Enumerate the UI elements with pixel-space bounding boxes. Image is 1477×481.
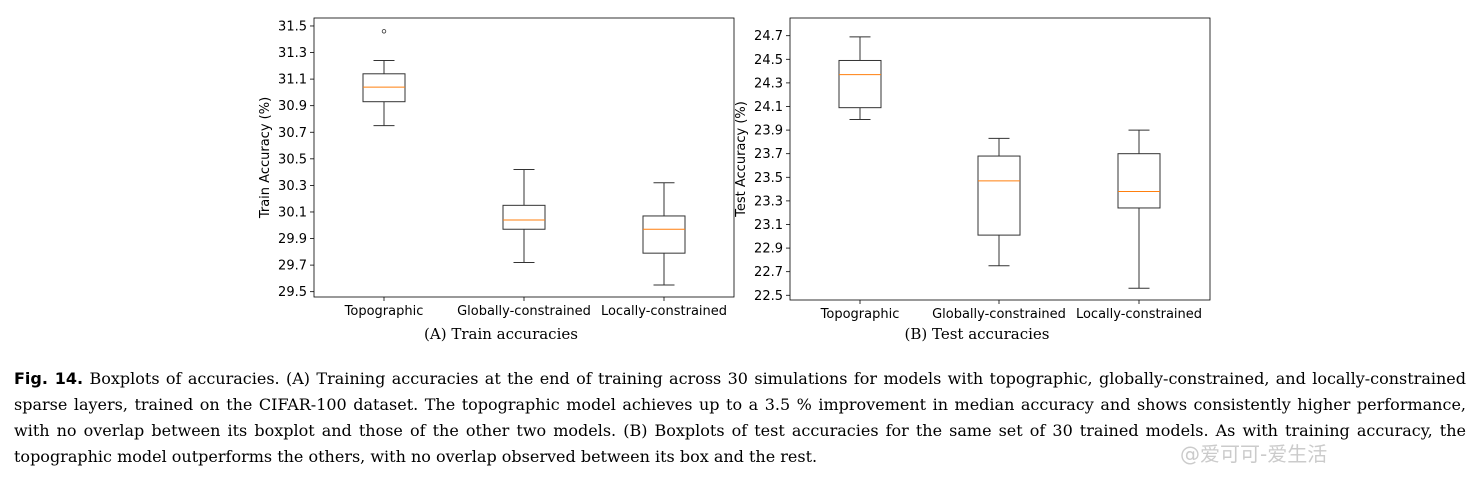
y-tick-label: 30.1 — [278, 205, 307, 220]
y-tick-label: 31.1 — [278, 73, 307, 88]
y-tick-label: 31.3 — [278, 46, 307, 61]
y-tick-label: 22.7 — [754, 265, 783, 280]
panel-a-train-accuracies: 29.5 29.7 29.9 30.1 30.3 30.5 30.7 30.9 31.1 31.3… — [258, 17, 735, 343]
y-tick-label: 24.5 — [754, 53, 783, 68]
y-tick-label: 23.5 — [754, 171, 783, 186]
x-tick-label: Globally-constrained — [457, 304, 591, 319]
y-axis-title: Test Accuracy (%) — [734, 101, 749, 218]
watermark: @爱可可-爱生活 — [1180, 442, 1328, 466]
x-tick-label: Globally-constrained — [932, 307, 1066, 322]
caption-text: Boxplots of accuracies. (A) Training acc… — [14, 369, 1467, 466]
y-axis-title: Train Accuracy (%) — [258, 97, 273, 219]
y-tick-label: 24.1 — [754, 100, 783, 115]
y-tick-label: 23.9 — [754, 124, 783, 139]
y-tick-label: 30.9 — [278, 99, 307, 114]
box-iqr — [642, 215, 686, 254]
y-tick-label: 23.7 — [754, 147, 783, 162]
y-tick-label: 29.9 — [278, 232, 307, 247]
outlier-point — [381, 29, 387, 34]
y-tick-label: 23.1 — [754, 218, 783, 233]
box-iqr — [502, 204, 546, 230]
plot-frame — [789, 17, 1211, 301]
y-tick-label: 24.7 — [754, 29, 783, 44]
y-tick-label: 30.7 — [278, 126, 307, 141]
y-tick-label: 31.5 — [278, 19, 307, 34]
panel-subcaption: (B) Test accuracies — [905, 325, 1050, 343]
x-tick-label: Topographic — [344, 304, 424, 319]
y-tick-label: 24.3 — [754, 76, 783, 91]
y-tick-label: 29.5 — [278, 285, 307, 300]
box-iqr — [977, 155, 1021, 236]
figure-label: Fig. 14. — [14, 369, 84, 388]
y-tick-label: 22.5 — [754, 289, 783, 304]
y-tick-label: 23.3 — [754, 194, 783, 209]
x-tick-label: Locally-constrained — [1076, 307, 1202, 322]
y-tick-label: 30.3 — [278, 179, 307, 194]
x-tick-label: Topographic — [820, 307, 900, 322]
box-iqr — [362, 73, 406, 103]
panel-subcaption: (A) Train accuracies — [424, 325, 578, 343]
y-tick-label: 22.9 — [754, 242, 783, 257]
figure-panels: 29.5 29.7 29.9 30.1 30.3 30.5 30.7 30.9 31.1 31.3… — [258, 17, 1211, 343]
panel-b-test-accuracies: 22.5 22.7 22.9 23.1 23.3 23.5 23.7 23.9 24.1 24.3… — [734, 17, 1211, 343]
figure-caption: Fig. 14. Boxplots of accuracies. (A) Tra… — [14, 366, 1466, 470]
x-tick-label: Locally-constrained — [601, 304, 727, 319]
y-tick-label: 29.7 — [278, 259, 307, 274]
box-iqr — [838, 59, 882, 109]
y-tick-label: 30.5 — [278, 152, 307, 167]
box-iqr — [1117, 153, 1161, 209]
